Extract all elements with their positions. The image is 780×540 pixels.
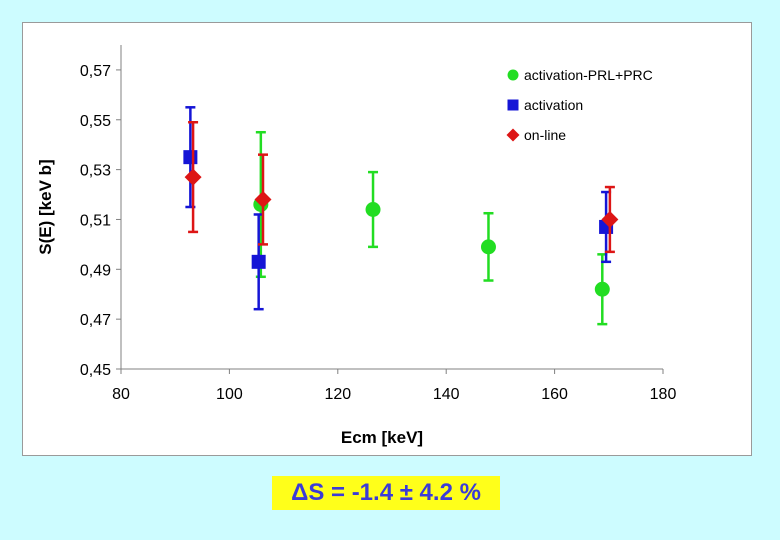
y-tick-label: 0,47 [80, 312, 111, 329]
chart-panel: 0,45 0,47 0,49 0,51 0,53 0,55 0,57 80 100 120 140 1… [22, 22, 752, 456]
legend-marker-square [507, 99, 519, 111]
x-tick-label: 180 [650, 386, 677, 403]
diamond-data-point [254, 191, 272, 209]
circle-data-point [365, 201, 381, 217]
y-tick-label: 0,57 [80, 63, 111, 80]
x-tick-label: 140 [433, 386, 460, 403]
x-tick-label: 120 [324, 386, 351, 403]
diamond-data-point [184, 168, 202, 186]
delta-s-result-box: ΔS = -1.4 ± 4.2 % [272, 476, 500, 510]
square-data-point [183, 150, 198, 165]
legend-marker-circle [507, 69, 519, 81]
circle-data-point [594, 281, 610, 297]
legend-marker-diamond [506, 128, 520, 142]
y-tick-label: 0,45 [80, 362, 111, 379]
legend-label-square: activation [524, 97, 583, 113]
circle-data-point [480, 239, 496, 255]
square-data-point [251, 254, 266, 269]
x-tick-label: 80 [112, 386, 130, 403]
y-tick-label: 0,53 [80, 163, 111, 180]
diamond-data-point [601, 210, 619, 228]
x-tick-label: 160 [541, 386, 568, 403]
x-axis-title: Ecm [keV] [341, 428, 423, 447]
y-tick-label: 0,49 [80, 262, 111, 279]
legend-label-diamond: on-line [524, 127, 566, 143]
legend-label-circle: activation-PRL+PRC [524, 67, 653, 83]
x-tick-label: 100 [216, 386, 243, 403]
y-axis-title: S(E) [keV b] [36, 159, 55, 254]
y-tick-label: 0,51 [80, 212, 111, 229]
scatter-chart: 0,45 0,47 0,49 0,51 0,53 0,55 0,57 80 100 120 140 1… [36, 45, 677, 447]
y-tick-label: 0,55 [80, 113, 111, 130]
